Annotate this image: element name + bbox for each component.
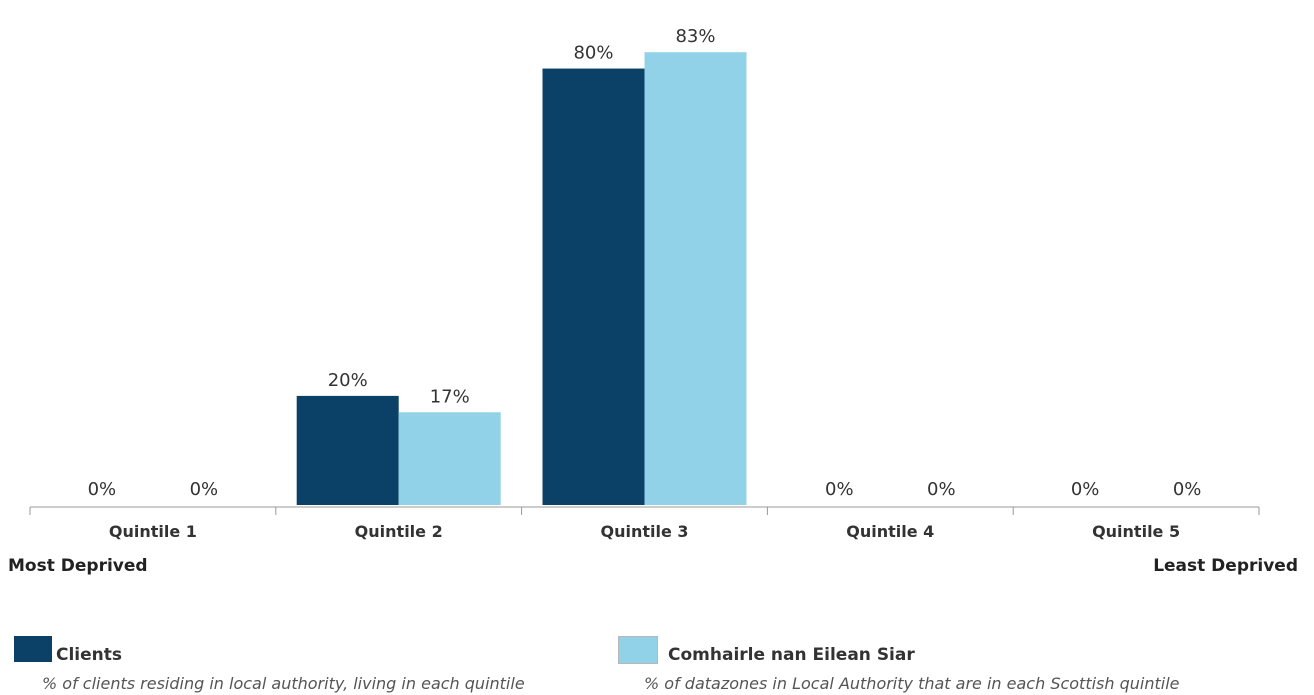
data-label: 0% [88,479,117,500]
bar-clients [542,68,645,506]
least-deprived-label: Least Deprived [1153,556,1298,576]
data-label: 83% [675,26,715,47]
data-label: 0% [927,479,956,500]
bar-chart: Quintile 1 0% 0% Quintile 2 20% 17% Quintile 3… [29,26,1260,541]
legend-description-clients: % of clients residing in local authority… [42,674,525,693]
legend-name-clients: Clients [56,645,123,665]
data-label: 17% [430,386,470,407]
bar-local-authority [398,412,501,505]
legend-swatch-clients [14,636,52,662]
data-label: 0% [1173,479,1202,500]
bar-local-authority [644,52,747,505]
most-deprived-label: Most Deprived [8,556,148,576]
x-tick-label: Quintile 4 [846,522,934,541]
legend-name-local-authority: Comhairle nan Eilean Siar [668,645,915,665]
legend-description-local-authority: % of datazones in Local Authority that a… [644,674,1180,693]
x-tick-label: Quintile 5 [1092,522,1180,541]
data-label: 0% [825,479,854,500]
data-label: 80% [573,43,613,64]
x-tick-label: Quintile 3 [600,522,688,541]
data-label: 20% [328,370,368,391]
bar-clients [296,395,399,505]
data-label: 0% [1071,479,1100,500]
x-tick-label: Quintile 1 [109,522,197,541]
legend-swatch-local-authority [618,636,658,664]
x-tick-label: Quintile 2 [355,522,443,541]
data-label: 0% [190,479,219,500]
